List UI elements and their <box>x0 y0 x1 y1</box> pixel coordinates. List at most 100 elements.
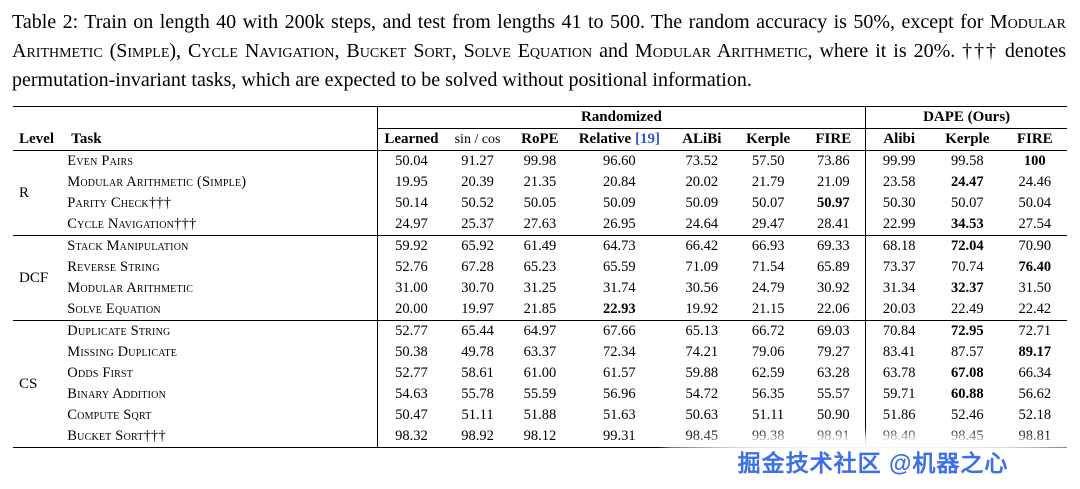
task-cell: Missing Duplicate <box>67 344 178 360</box>
col-header-task: Task <box>65 128 378 151</box>
group-header-row: Randomized DAPE (Ours) <box>13 106 1067 129</box>
value-cell: 55.57 <box>816 386 850 402</box>
value-cell: 98.12 <box>523 428 557 444</box>
value-cell: 50.14 <box>376 193 446 214</box>
table-caption: Table 2: Train on length 40 with 200k st… <box>0 0 1080 97</box>
value-cell: 65.44 <box>445 320 510 342</box>
value-cell: 52.76 <box>376 257 446 278</box>
caption-text: , <box>334 40 347 62</box>
value-cell: 21.85 <box>523 301 557 317</box>
col-header-relative: Relative [19] <box>570 128 669 151</box>
value-cell: 24.97 <box>376 214 446 236</box>
value-cell: 51.86 <box>865 405 933 426</box>
value-cell: 31.34 <box>865 278 933 299</box>
value-cell: 73.37 <box>865 257 933 278</box>
value-cell: 24.79 <box>751 280 785 296</box>
value-cell: 99.98 <box>523 153 557 169</box>
table-row: Parity Check††† 50.14 50.52 50.05 50.09 50.09… <box>13 193 1067 214</box>
col-header-label: ALiBi <box>682 131 722 147</box>
value-cell: 31.25 <box>523 280 557 296</box>
citation-link[interactable]: [19] <box>631 131 660 147</box>
value-cell: 66.93 <box>734 235 802 257</box>
value-cell: 24.46 <box>1018 174 1052 190</box>
value-cell: 99.31 <box>603 428 636 444</box>
col-header-label: FIRE <box>815 131 852 147</box>
table-row: Compute Sqrt 50.47 51.11 51.88 51.63 50.63 51.… <box>13 405 1067 426</box>
value-cell: 22.06 <box>816 301 850 317</box>
value-cell: 31.00 <box>376 278 446 299</box>
value-cell: 61.49 <box>509 235 571 257</box>
value-cell: 29.47 <box>751 216 785 232</box>
value-cell: 22.42 <box>1018 301 1052 317</box>
col-header-label: Kerple <box>746 131 791 147</box>
value-cell: 54.63 <box>376 384 446 405</box>
column-header-row: Level Task Learned sin / cos RoPE Relative [1… <box>13 128 1067 151</box>
value-cell: 50.97 <box>816 195 850 211</box>
task-cell: Modular Arithmetic <box>67 280 194 296</box>
value-cell: 51.88 <box>523 407 557 423</box>
value-cell: 56.96 <box>603 386 636 402</box>
table-row: Binary Addition 54.63 55.78 55.59 56.96 54.72… <box>13 384 1067 405</box>
value-cell: 52.77 <box>376 363 446 384</box>
value-cell: 98.92 <box>461 428 494 444</box>
value-cell: 63.37 <box>523 344 557 360</box>
value-cell: 32.37 <box>951 280 984 296</box>
col-header-alibi: Alibi <box>865 128 933 151</box>
caption-smallcaps-term: Bucket Sort <box>346 40 452 62</box>
value-cell: 72.95 <box>932 320 1003 342</box>
value-cell: 59.71 <box>865 384 933 405</box>
value-cell: 98.32 <box>376 426 446 448</box>
col-header-fire: FIRE <box>801 128 866 151</box>
value-cell: 57.50 <box>751 153 785 169</box>
value-cell: 76.40 <box>1018 259 1052 275</box>
task-cell: Compute Sqrt <box>67 407 152 423</box>
value-cell: 22.99 <box>865 214 933 236</box>
value-cell: 50.52 <box>461 195 494 211</box>
value-cell: 87.57 <box>951 344 984 360</box>
value-cell: 50.09 <box>685 195 719 211</box>
table-row: Missing Duplicate 50.38 49.78 63.37 72.34 74.… <box>13 342 1067 363</box>
value-cell: 22.49 <box>951 301 984 317</box>
col-header-learned: Learned <box>376 128 446 151</box>
value-cell: 70.84 <box>865 320 933 342</box>
value-cell: 59.92 <box>376 235 446 257</box>
value-cell: 20.03 <box>865 299 933 321</box>
value-cell: 63.78 <box>865 363 933 384</box>
value-cell: 65.59 <box>603 259 636 275</box>
value-cell: 89.17 <box>1018 344 1052 360</box>
value-cell: 66.42 <box>668 235 735 257</box>
value-cell: 56.35 <box>751 386 785 402</box>
value-cell: 50.04 <box>1018 195 1052 211</box>
value-cell: 24.47 <box>951 174 984 190</box>
value-cell: 23.58 <box>865 172 933 193</box>
value-cell: 50.04 <box>376 150 446 172</box>
level-cell: R <box>19 184 30 201</box>
value-cell: 79.27 <box>816 344 850 360</box>
task-cell: Duplicate String <box>65 320 378 342</box>
value-cell: 69.03 <box>801 320 866 342</box>
task-cell: Parity Check††† <box>67 195 172 211</box>
table-row: Modular Arithmetic (Simple) 19.95 20.39 21.… <box>13 172 1067 193</box>
value-cell: 63.28 <box>816 365 850 381</box>
value-cell: 67.28 <box>461 259 494 275</box>
value-cell: 19.95 <box>376 172 446 193</box>
value-cell: 72.71 <box>1002 320 1067 342</box>
level-cell: CS <box>13 320 66 448</box>
level-group-cs: CS Duplicate String 52.77 65.44 64.97 67.66 65… <box>13 320 1067 448</box>
value-cell: 50.38 <box>376 342 446 363</box>
watermark: 掘金技术社区 @机器之心 <box>668 441 1078 481</box>
value-cell: 21.15 <box>751 301 785 317</box>
value-cell: 54.72 <box>685 386 719 402</box>
task-cell: Reverse String <box>67 259 160 275</box>
task-cell: Even Pairs <box>67 153 134 169</box>
value-cell: 21.79 <box>751 174 785 190</box>
caption-text: and <box>592 40 635 62</box>
value-cell: 65.13 <box>668 320 735 342</box>
value-cell: 20.00 <box>376 299 446 321</box>
col-header-kerple: Kerple <box>734 128 802 151</box>
value-cell: 21.35 <box>523 174 557 190</box>
col-header-label: Kerple <box>945 131 990 147</box>
watermark-text: 掘金技术社区 @机器之心 <box>737 450 1009 476</box>
value-cell: 19.92 <box>685 301 719 317</box>
task-cell: Solve Equation <box>67 301 161 317</box>
